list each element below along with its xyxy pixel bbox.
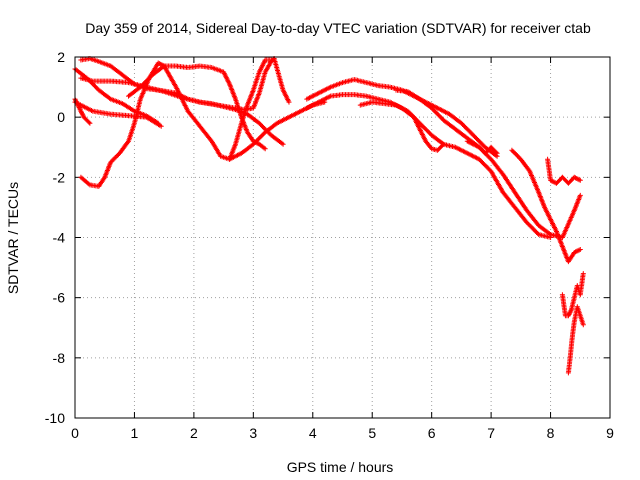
x-axis-label: GPS time / hours bbox=[287, 459, 394, 475]
x-tick-label: 8 bbox=[547, 425, 555, 441]
x-tick-label: 1 bbox=[131, 425, 139, 441]
data-markers bbox=[509, 147, 583, 265]
data-markers bbox=[559, 271, 586, 319]
data-markers bbox=[227, 57, 274, 162]
y-tick-label: 0 bbox=[57, 109, 65, 125]
data-markers bbox=[78, 60, 328, 189]
y-tick-label: 2 bbox=[57, 49, 65, 65]
plot-frame bbox=[74, 56, 611, 419]
data-series-track-16 bbox=[559, 271, 586, 319]
data-series-track-8 bbox=[227, 57, 274, 162]
data-markers bbox=[126, 63, 268, 152]
data-markers bbox=[565, 304, 586, 376]
axis-ticks bbox=[74, 56, 611, 419]
y-tick-label: -6 bbox=[53, 290, 66, 306]
x-tick-label: 7 bbox=[487, 425, 495, 441]
grid-lines bbox=[75, 57, 610, 418]
x-tick-label: 4 bbox=[309, 425, 317, 441]
data-markers bbox=[357, 99, 554, 240]
data-series bbox=[72, 56, 586, 376]
data-series-track-13 bbox=[464, 138, 500, 156]
x-tick-label: 5 bbox=[368, 425, 376, 441]
y-tick-label: -4 bbox=[53, 230, 66, 246]
x-tick-label: 9 bbox=[606, 425, 614, 441]
data-series-track-12 bbox=[393, 87, 583, 240]
chart-title: Day 359 of 2014, Sidereal Day-to-day VTE… bbox=[85, 20, 591, 36]
data-series-track-15 bbox=[545, 156, 583, 186]
data-markers bbox=[464, 138, 500, 156]
data-series-track-14 bbox=[509, 147, 583, 265]
y-tick-label: -8 bbox=[53, 350, 66, 366]
data-series-track-11 bbox=[357, 99, 554, 240]
data-markers bbox=[545, 156, 583, 186]
x-tick-label: 3 bbox=[249, 425, 257, 441]
y-tick-label: -10 bbox=[45, 410, 65, 426]
y-tick-label: -2 bbox=[53, 169, 66, 185]
x-tick-label: 0 bbox=[71, 425, 79, 441]
data-series-track-17 bbox=[565, 304, 586, 376]
x-tick-label: 2 bbox=[190, 425, 198, 441]
data-series-track-7 bbox=[126, 63, 268, 152]
x-tick-label: 6 bbox=[428, 425, 436, 441]
data-series-track-6 bbox=[78, 60, 328, 189]
data-markers bbox=[393, 87, 583, 240]
y-axis-label: SDTVAR / TECUs bbox=[5, 182, 21, 294]
tick-labels: 0 1 2 3 4 5 6 7 8 9 -10 -8 -6 -4 -2 0 2 bbox=[45, 49, 614, 441]
